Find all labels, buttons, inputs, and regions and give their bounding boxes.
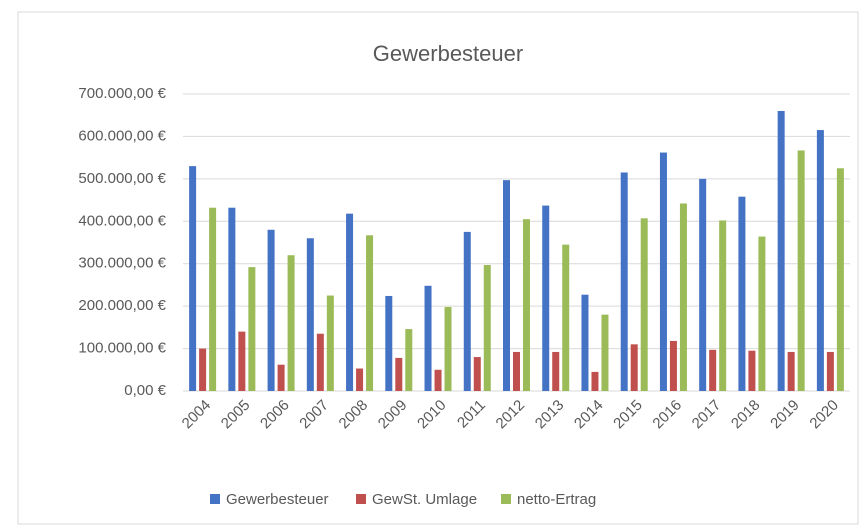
y-tick-label: 300.000,00 € [78, 255, 166, 272]
legend-label: Gewerbesteuer [226, 491, 329, 508]
bar [306, 238, 314, 391]
y-tick-label: 500.000,00 € [78, 170, 166, 187]
bar [709, 349, 717, 391]
chart-frame [17, 11, 859, 525]
bar [816, 130, 824, 392]
chart-title: Gewerbesteuer [373, 41, 523, 66]
bar [669, 340, 677, 391]
bar [679, 203, 687, 391]
y-tick-label: 400.000,00 € [78, 212, 166, 229]
bar [209, 207, 217, 391]
bar [238, 331, 246, 391]
bar [719, 220, 727, 391]
legend-label: GewSt. Umlage [372, 491, 477, 508]
y-tick-label: 700.000,00 € [78, 85, 166, 102]
bar [405, 329, 413, 391]
bar [640, 218, 648, 391]
bar [562, 244, 570, 391]
bar [758, 236, 766, 391]
bar [316, 333, 324, 391]
bar [826, 351, 834, 391]
bar [189, 166, 197, 391]
legend-swatch [356, 494, 366, 504]
bar [748, 350, 756, 391]
bar [513, 351, 520, 391]
bar [199, 348, 207, 391]
bar [552, 351, 560, 391]
bar [463, 231, 471, 391]
bar [366, 235, 374, 391]
y-tick-label: 200.000,00 € [78, 297, 166, 314]
y-tick-label: 0,00 € [124, 382, 166, 399]
bar [287, 255, 295, 391]
y-tick-label: 100.000,00 € [78, 340, 166, 357]
bar [777, 110, 785, 391]
bar [385, 295, 393, 391]
bar [601, 314, 609, 391]
bar [620, 172, 628, 391]
bar [503, 180, 510, 391]
bar [836, 168, 844, 391]
bar [699, 178, 707, 391]
bar [267, 229, 275, 391]
bar [228, 207, 236, 391]
bar [248, 267, 256, 391]
y-tick-label: 600.000,00 € [78, 127, 166, 144]
bar [738, 196, 746, 391]
bar [581, 294, 589, 391]
bar [787, 351, 795, 391]
bar [591, 371, 599, 391]
bar [444, 306, 452, 391]
bar [277, 364, 285, 391]
bar [346, 213, 354, 391]
bar [473, 357, 481, 391]
bar [483, 264, 491, 391]
bar [395, 357, 403, 391]
bar [659, 152, 667, 391]
legend-swatch [501, 494, 511, 504]
bar [326, 295, 334, 391]
bar [523, 219, 530, 391]
bar [542, 205, 550, 391]
bar [630, 344, 638, 391]
bar [356, 368, 364, 391]
legend-swatch [210, 494, 220, 504]
legend-label: netto-Ertrag [517, 491, 596, 508]
bar [434, 369, 442, 391]
bar [797, 150, 805, 391]
bar [424, 285, 432, 391]
